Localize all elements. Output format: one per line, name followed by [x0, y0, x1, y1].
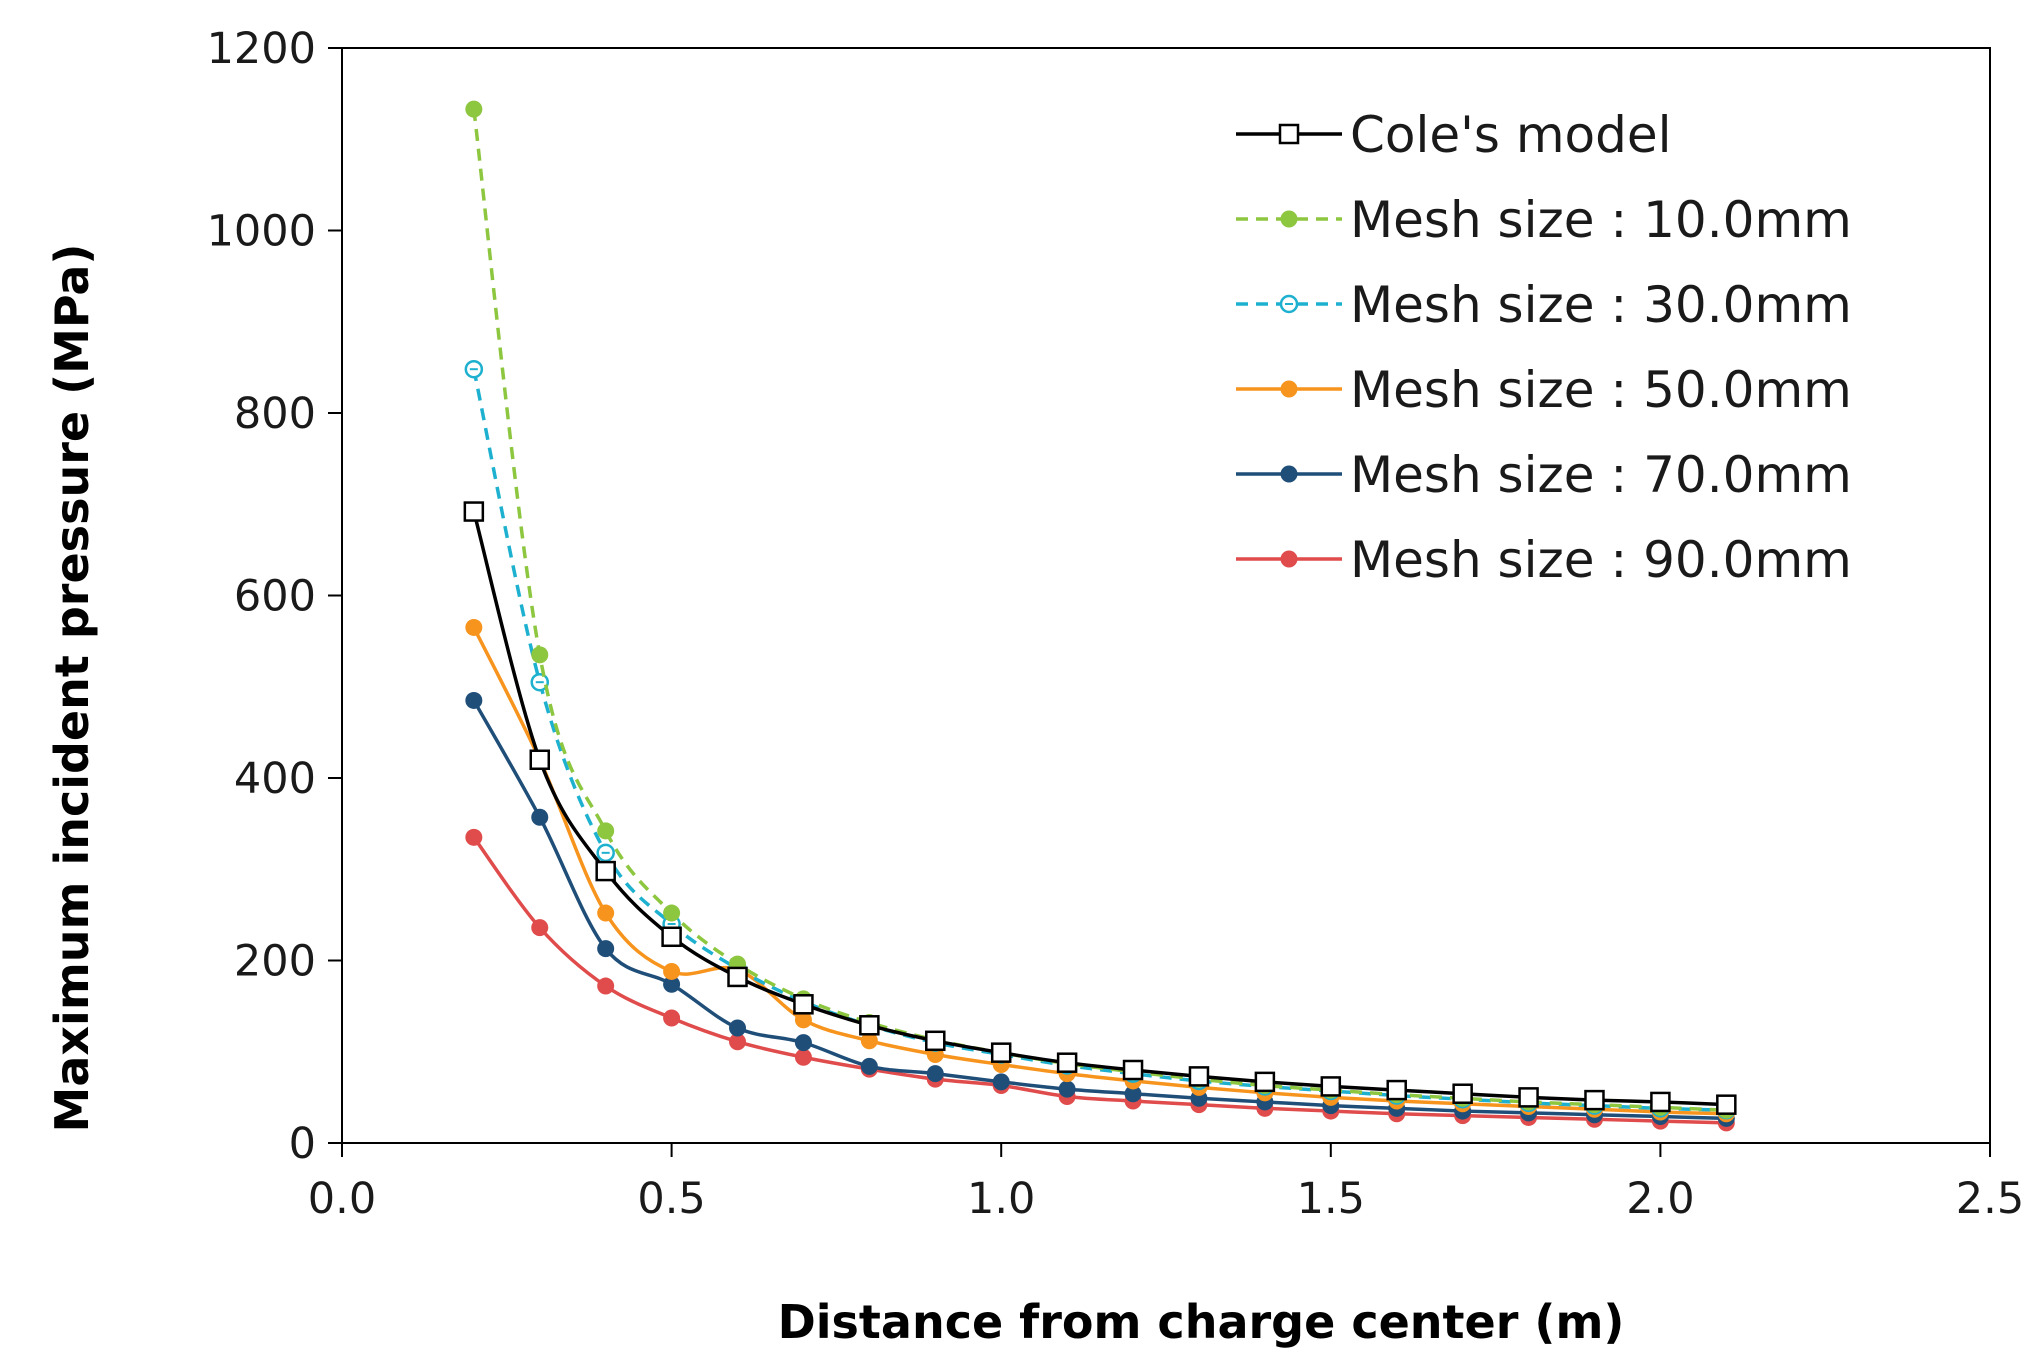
data-point [794, 1011, 812, 1029]
series-0 [463, 501, 1737, 1115]
tick-labels-group: 0 200 400 600 800 1000 1200 0.0 0.5 1.0 1.5 2.0 2.5 [207, 24, 2025, 1224]
legend-item: Mesh size : 30.0mm [1236, 276, 1852, 334]
data-point [990, 1042, 1012, 1063]
data-point [860, 1057, 878, 1075]
data-point [1584, 1089, 1605, 1111]
x-tick-label: 2.5 [1956, 1174, 2024, 1224]
y-tick-label: 200 [234, 937, 316, 987]
legend-item: Mesh size : 70.0mm [1236, 446, 1852, 504]
data-point [727, 966, 748, 988]
y-tick-label: 0 [289, 1119, 316, 1169]
data-point [663, 1009, 681, 1027]
data-point [1386, 1079, 1407, 1101]
x-tick-label: 1.5 [1297, 1174, 1365, 1224]
data-point [465, 691, 483, 709]
legend-item: Cole's model [1236, 106, 1672, 164]
legend-item: Mesh size : 90.0mm [1236, 531, 1852, 589]
data-point [1518, 1087, 1539, 1108]
legend-label: Mesh size : 70.0mm [1350, 446, 1852, 504]
data-point [794, 1034, 812, 1052]
data-point [661, 926, 682, 948]
legend-marker [1280, 465, 1298, 483]
legend-marker [1278, 123, 1300, 145]
data-point [465, 828, 483, 846]
legend-marker [1280, 550, 1298, 568]
data-point [663, 904, 681, 922]
legend-label: Mesh size : 90.0mm [1350, 531, 1852, 589]
x-axis-title: Distance from charge center (m) [778, 1295, 1625, 1349]
data-point [1650, 1091, 1671, 1113]
data-point [729, 1033, 747, 1051]
data-point [1122, 1059, 1144, 1081]
data-point [531, 919, 549, 937]
data-point [794, 1048, 812, 1066]
data-point [597, 822, 615, 840]
data-point [595, 860, 616, 882]
data-point [1716, 1094, 1737, 1115]
data-point [464, 359, 484, 379]
y-tick-label: 600 [234, 572, 316, 622]
data-point [1188, 1066, 1210, 1087]
y-tick-label: 1200 [207, 24, 316, 74]
legend-label: Cole's model [1350, 106, 1672, 164]
series-line [472, 108, 1727, 1112]
data-point [1254, 1071, 1276, 1093]
y-axis-title: Maximum incident pressure (MPa) [45, 244, 99, 1133]
axes-group [328, 47, 1991, 1157]
data-point [925, 1030, 946, 1052]
data-point [992, 1073, 1010, 1091]
legend-marker [1279, 294, 1299, 314]
data-point [1452, 1083, 1473, 1104]
data-point [1058, 1080, 1076, 1098]
data-point [793, 994, 814, 1015]
data-point [926, 1065, 944, 1083]
data-point [729, 1019, 747, 1037]
data-point [529, 749, 551, 770]
legend-label: Mesh size : 10.0mm [1350, 191, 1852, 249]
x-tick-label: 0.0 [308, 1174, 376, 1224]
data-point [1320, 1076, 1342, 1097]
data-point [859, 1015, 880, 1036]
data-point [663, 975, 681, 993]
data-point [465, 100, 483, 118]
legend-item: Mesh size : 10.0mm [1236, 191, 1852, 249]
y-tick-label: 400 [234, 754, 316, 804]
x-tick-label: 1.0 [967, 1174, 1035, 1224]
data-point [597, 904, 615, 922]
legend: Cole's model Mesh size : 10.0mm Mesh size … [1236, 106, 1852, 589]
data-point [531, 808, 549, 826]
data-point [597, 940, 615, 958]
data-point [1124, 1085, 1142, 1103]
data-point [860, 1032, 878, 1050]
legend-marker [1280, 380, 1298, 398]
data-point [597, 977, 615, 995]
x-tick-label: 0.5 [637, 1174, 705, 1224]
data-point [531, 646, 549, 664]
x-tick-label: 2.0 [1626, 1174, 1694, 1224]
data-point [463, 501, 485, 522]
legend-marker [1280, 210, 1298, 228]
y-tick-label: 1000 [207, 207, 316, 257]
series-group [463, 100, 1737, 1132]
data-point [465, 618, 483, 636]
data-point [1056, 1052, 1078, 1073]
data-point [663, 962, 681, 980]
legend-label: Mesh size : 30.0mm [1350, 276, 1852, 334]
y-tick-label: 800 [234, 389, 316, 439]
data-point [596, 843, 615, 863]
data-point [530, 672, 550, 692]
legend-item: Mesh size : 50.0mm [1236, 361, 1852, 419]
legend-label: Mesh size : 50.0mm [1350, 361, 1852, 419]
